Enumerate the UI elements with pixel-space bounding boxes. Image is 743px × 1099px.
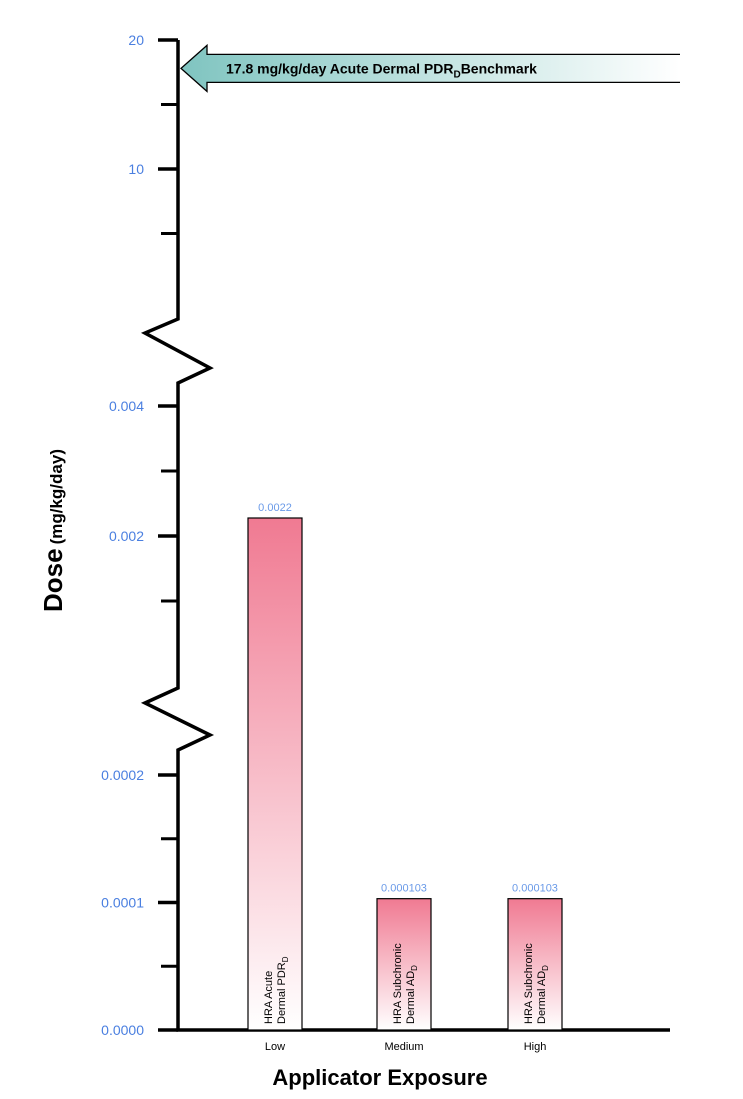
arrow-border <box>180 43 680 93</box>
bar-text-line2-main: Dermal AD <box>405 971 417 1024</box>
y-axis-label: Dose (mg/kg/day) <box>38 449 68 612</box>
bar-text-line2-main: Dermal AD <box>536 971 548 1024</box>
tick-label: 0.004 <box>109 398 144 414</box>
benchmark-subscript: D <box>453 69 460 80</box>
arrow-fill <box>181 45 680 92</box>
x-axis-label: Applicator Exposure <box>272 1065 487 1090</box>
bar-high <box>507 898 563 1031</box>
y-axis: 0.0000 0.0001 0.0002 0.002 0.004 10 20 <box>101 32 670 1038</box>
bar-inner-label: HRA Acute Dermal PDRD <box>263 956 290 1024</box>
tick-label: 20 <box>128 32 144 48</box>
bar-text-line1: HRA Subchronic <box>523 943 535 1024</box>
bar-medium <box>376 898 432 1031</box>
benchmark-text: 17.8 mg/kg/day Acute Dermal PDR <box>226 60 453 76</box>
data-label: 0.000103 <box>512 883 558 895</box>
data-label: 0.0022 <box>258 502 292 514</box>
y-label-main: Dose <box>38 548 68 612</box>
category-label: Medium <box>384 1041 423 1053</box>
bar-text-line1: HRA Subchronic <box>392 943 404 1024</box>
bar-text-subscript: D <box>410 965 419 971</box>
tick-label: 0.0000 <box>101 1022 144 1038</box>
tick-label: 0.0002 <box>101 767 144 783</box>
bar-text-line2: Dermal ADD <box>405 965 419 1024</box>
tick-label: 0.0001 <box>101 895 144 911</box>
benchmark-label: 17.8 mg/kg/day Acute Dermal PDRDBenchmar… <box>226 60 537 80</box>
category-label: High <box>524 1041 547 1053</box>
bar-inner-label: HRA Subchronic Dermal ADD <box>392 943 419 1024</box>
tick-label: 0.002 <box>109 528 144 544</box>
tick-label: 10 <box>128 161 144 177</box>
bar-inner-label: HRA Subchronic Dermal ADD <box>523 943 550 1024</box>
bar-text-line2: Dermal PDRD <box>276 956 290 1024</box>
bar-text-subscript: D <box>281 956 290 962</box>
bar-text-subscript: D <box>541 965 550 971</box>
bar-text-line2-main: Dermal PDR <box>276 962 288 1024</box>
bar-text-line2: Dermal ADD <box>536 965 550 1024</box>
benchmark-arrow: 17.8 mg/kg/day Acute Dermal PDRDBenchmar… <box>180 43 680 93</box>
category-label: Low <box>265 1041 285 1053</box>
y-label-units: (mg/kg/day) <box>47 449 66 544</box>
axis-line <box>140 40 670 1032</box>
bar-text-line1: HRA Acute <box>263 971 275 1024</box>
bar-low <box>247 517 303 1031</box>
benchmark-suffix: Benchmark <box>461 60 537 76</box>
data-label: 0.000103 <box>381 883 427 895</box>
